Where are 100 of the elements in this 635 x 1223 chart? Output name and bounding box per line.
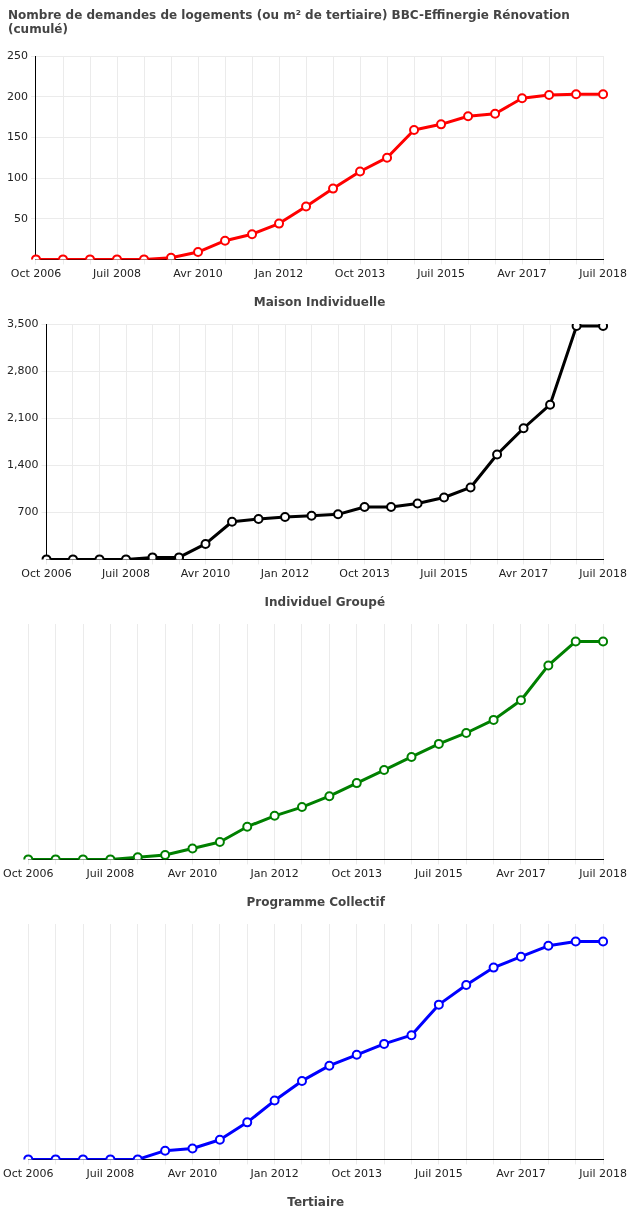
x-tick-label: Oct 2013 — [331, 1166, 382, 1180]
x-axis-title: Individuel Groupé — [264, 594, 386, 609]
point — [571, 324, 582, 332]
point — [598, 636, 609, 647]
point — [269, 1095, 280, 1106]
point — [598, 324, 609, 332]
x-tick-label: Oct 2006 — [3, 866, 54, 880]
y-tick-label: 700 — [17, 505, 39, 519]
point — [570, 936, 581, 947]
y-tick-label: 50 — [14, 211, 28, 225]
point — [379, 765, 390, 776]
point — [570, 636, 581, 647]
point — [359, 501, 370, 512]
point — [463, 111, 474, 122]
x-tick-label: Jan 2012 — [253, 266, 304, 280]
point — [379, 1038, 390, 1049]
point — [220, 235, 231, 246]
x-tick-label: Oct 2013 — [331, 866, 382, 880]
point — [598, 936, 609, 947]
x-tick-label: Juil 2018 — [578, 1166, 627, 1180]
x-tick-label: Juil 2015 — [419, 566, 468, 580]
point — [193, 247, 204, 258]
point — [386, 501, 397, 512]
x-tick-label: Juil 2018 — [578, 866, 627, 880]
point — [545, 399, 556, 410]
point — [160, 850, 171, 860]
point — [187, 1143, 198, 1154]
point — [280, 512, 291, 523]
x-tick-label: Oct 2013 — [339, 566, 390, 580]
point — [406, 751, 417, 762]
y-tick-label: 200 — [7, 89, 28, 103]
x-tick-label: Avr 2017 — [498, 566, 549, 580]
point — [492, 449, 503, 460]
point — [488, 962, 499, 973]
y-tick-label: 150 — [7, 130, 28, 144]
x-tick-label: Juil 2008 — [101, 566, 150, 580]
point — [515, 951, 526, 962]
x-tick-label: Oct 2006 — [21, 566, 72, 580]
point — [351, 778, 362, 789]
point — [406, 1030, 417, 1041]
point — [247, 229, 258, 240]
point — [351, 1049, 362, 1060]
point — [160, 1145, 171, 1156]
point — [166, 252, 177, 260]
point — [436, 119, 447, 130]
point — [324, 791, 335, 802]
x-axis-title: Tertiaire — [287, 1194, 345, 1209]
point — [461, 727, 472, 738]
x-tick-label: Juil 2018 — [578, 266, 627, 280]
x-tick-label: Jan 2012 — [249, 1166, 299, 1180]
point — [461, 980, 472, 991]
point — [187, 843, 198, 854]
x-tick-label: Avr 2017 — [496, 1166, 546, 1180]
point — [328, 183, 339, 194]
point — [490, 108, 501, 119]
point — [433, 738, 444, 749]
point — [465, 482, 476, 493]
point — [598, 89, 609, 100]
x-tick-label: Juil 2008 — [92, 266, 141, 280]
y-tick-label: 2,800 — [6, 363, 39, 377]
y-tick-label: 100 — [7, 170, 28, 184]
y-tick-label: 2,100 — [6, 411, 39, 425]
x-tick-label: Avr 2010 — [167, 1166, 218, 1180]
point — [355, 166, 366, 177]
point — [544, 90, 555, 101]
point — [274, 218, 285, 229]
x-axis-title: Maison Individuelle — [253, 294, 386, 309]
x-tick-label: Juil 2008 — [85, 866, 135, 880]
point — [296, 802, 307, 813]
x-tick-label: Avr 2017 — [496, 866, 546, 880]
x-tick-label: Juil 2015 — [413, 866, 463, 880]
point — [543, 940, 554, 951]
x-axis-title: Programme Collectif — [246, 894, 386, 909]
point — [433, 999, 444, 1010]
point — [132, 852, 143, 860]
x-tick-label: Juil 2015 — [413, 1166, 463, 1180]
x-tick-label: Avr 2017 — [497, 266, 547, 280]
point — [543, 660, 554, 671]
x-tick-label: Jan 2012 — [249, 866, 299, 880]
x-tick-label: Juil 2015 — [416, 266, 465, 280]
y-tick-label: 1,400 — [6, 458, 39, 472]
point — [174, 552, 185, 560]
point — [227, 516, 238, 527]
point — [333, 509, 344, 520]
point — [412, 498, 423, 509]
x-tick-label: Oct 2013 — [334, 266, 386, 280]
point — [269, 810, 280, 821]
point — [518, 423, 529, 434]
x-tick-label: Juil 2018 — [578, 566, 627, 580]
point — [409, 125, 420, 136]
y-tick-label: 3,500 — [6, 316, 39, 330]
x-tick-label: Avr 2010 — [167, 866, 218, 880]
x-tick-label: Jan 2012 — [259, 566, 310, 580]
point — [301, 201, 312, 212]
point — [200, 538, 211, 549]
chart-title: Nombre de demandes de logements (ou m² de tertiaire) BBC-Effinergie Rénovation (cumulé) — [7, 7, 571, 38]
point — [306, 510, 317, 521]
point — [214, 836, 225, 847]
point — [253, 514, 264, 525]
point — [147, 552, 158, 560]
